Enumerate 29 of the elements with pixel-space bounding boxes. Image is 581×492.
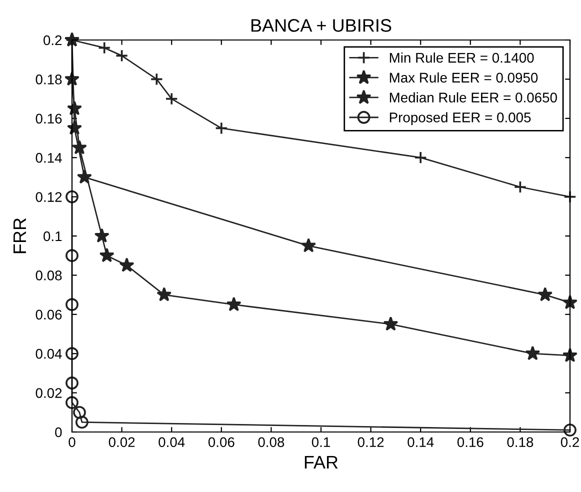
- x-tick-label: 0.18: [507, 437, 534, 448]
- y-tick-label: 0: [55, 427, 62, 438]
- y-tick-label: 0.12: [36, 192, 62, 202]
- x-tick-label: 0.14: [408, 437, 434, 448]
- x-tick-label: 0.1: [312, 437, 330, 448]
- x-tick-label: 0.16: [457, 437, 484, 448]
- y-tick-label: 0.04: [36, 348, 62, 359]
- x-tick-label: 0: [68, 437, 76, 448]
- x-tick-label: 0.06: [208, 437, 234, 448]
- legend-label: Median Rule EER = 0.0650: [390, 92, 557, 102]
- legend-label: Min Rule EER = 0.1400: [390, 52, 534, 63]
- y-tick-label: 0.2: [44, 35, 62, 46]
- x-tick-label: 0.08: [258, 437, 284, 448]
- y-tick-label: 0.06: [36, 310, 62, 320]
- y-axis-title: FRR: [14, 218, 26, 254]
- legend-label: Proposed EER = 0.005: [390, 112, 531, 126]
- x-axis-title: FAR: [304, 456, 338, 468]
- x-tick-label: 0.12: [358, 437, 384, 448]
- legend-label: Max Rule EER = 0.0950: [390, 72, 538, 83]
- x-tick-label: 0.04: [158, 437, 185, 448]
- x-tick-label: 0.02: [108, 437, 135, 448]
- y-tick-label: 0.14: [36, 152, 62, 163]
- x-tick-label: 0.2: [560, 437, 579, 448]
- y-tick-label: 0.02: [36, 388, 62, 398]
- chart-title: BANCA + UBIRIS: [251, 19, 392, 32]
- y-tick-label: 0.16: [36, 114, 62, 124]
- y-tick-label: 0.18: [36, 74, 62, 84]
- y-tick-label: 0.08: [36, 270, 62, 280]
- y-tick-label: 0.1: [44, 231, 62, 242]
